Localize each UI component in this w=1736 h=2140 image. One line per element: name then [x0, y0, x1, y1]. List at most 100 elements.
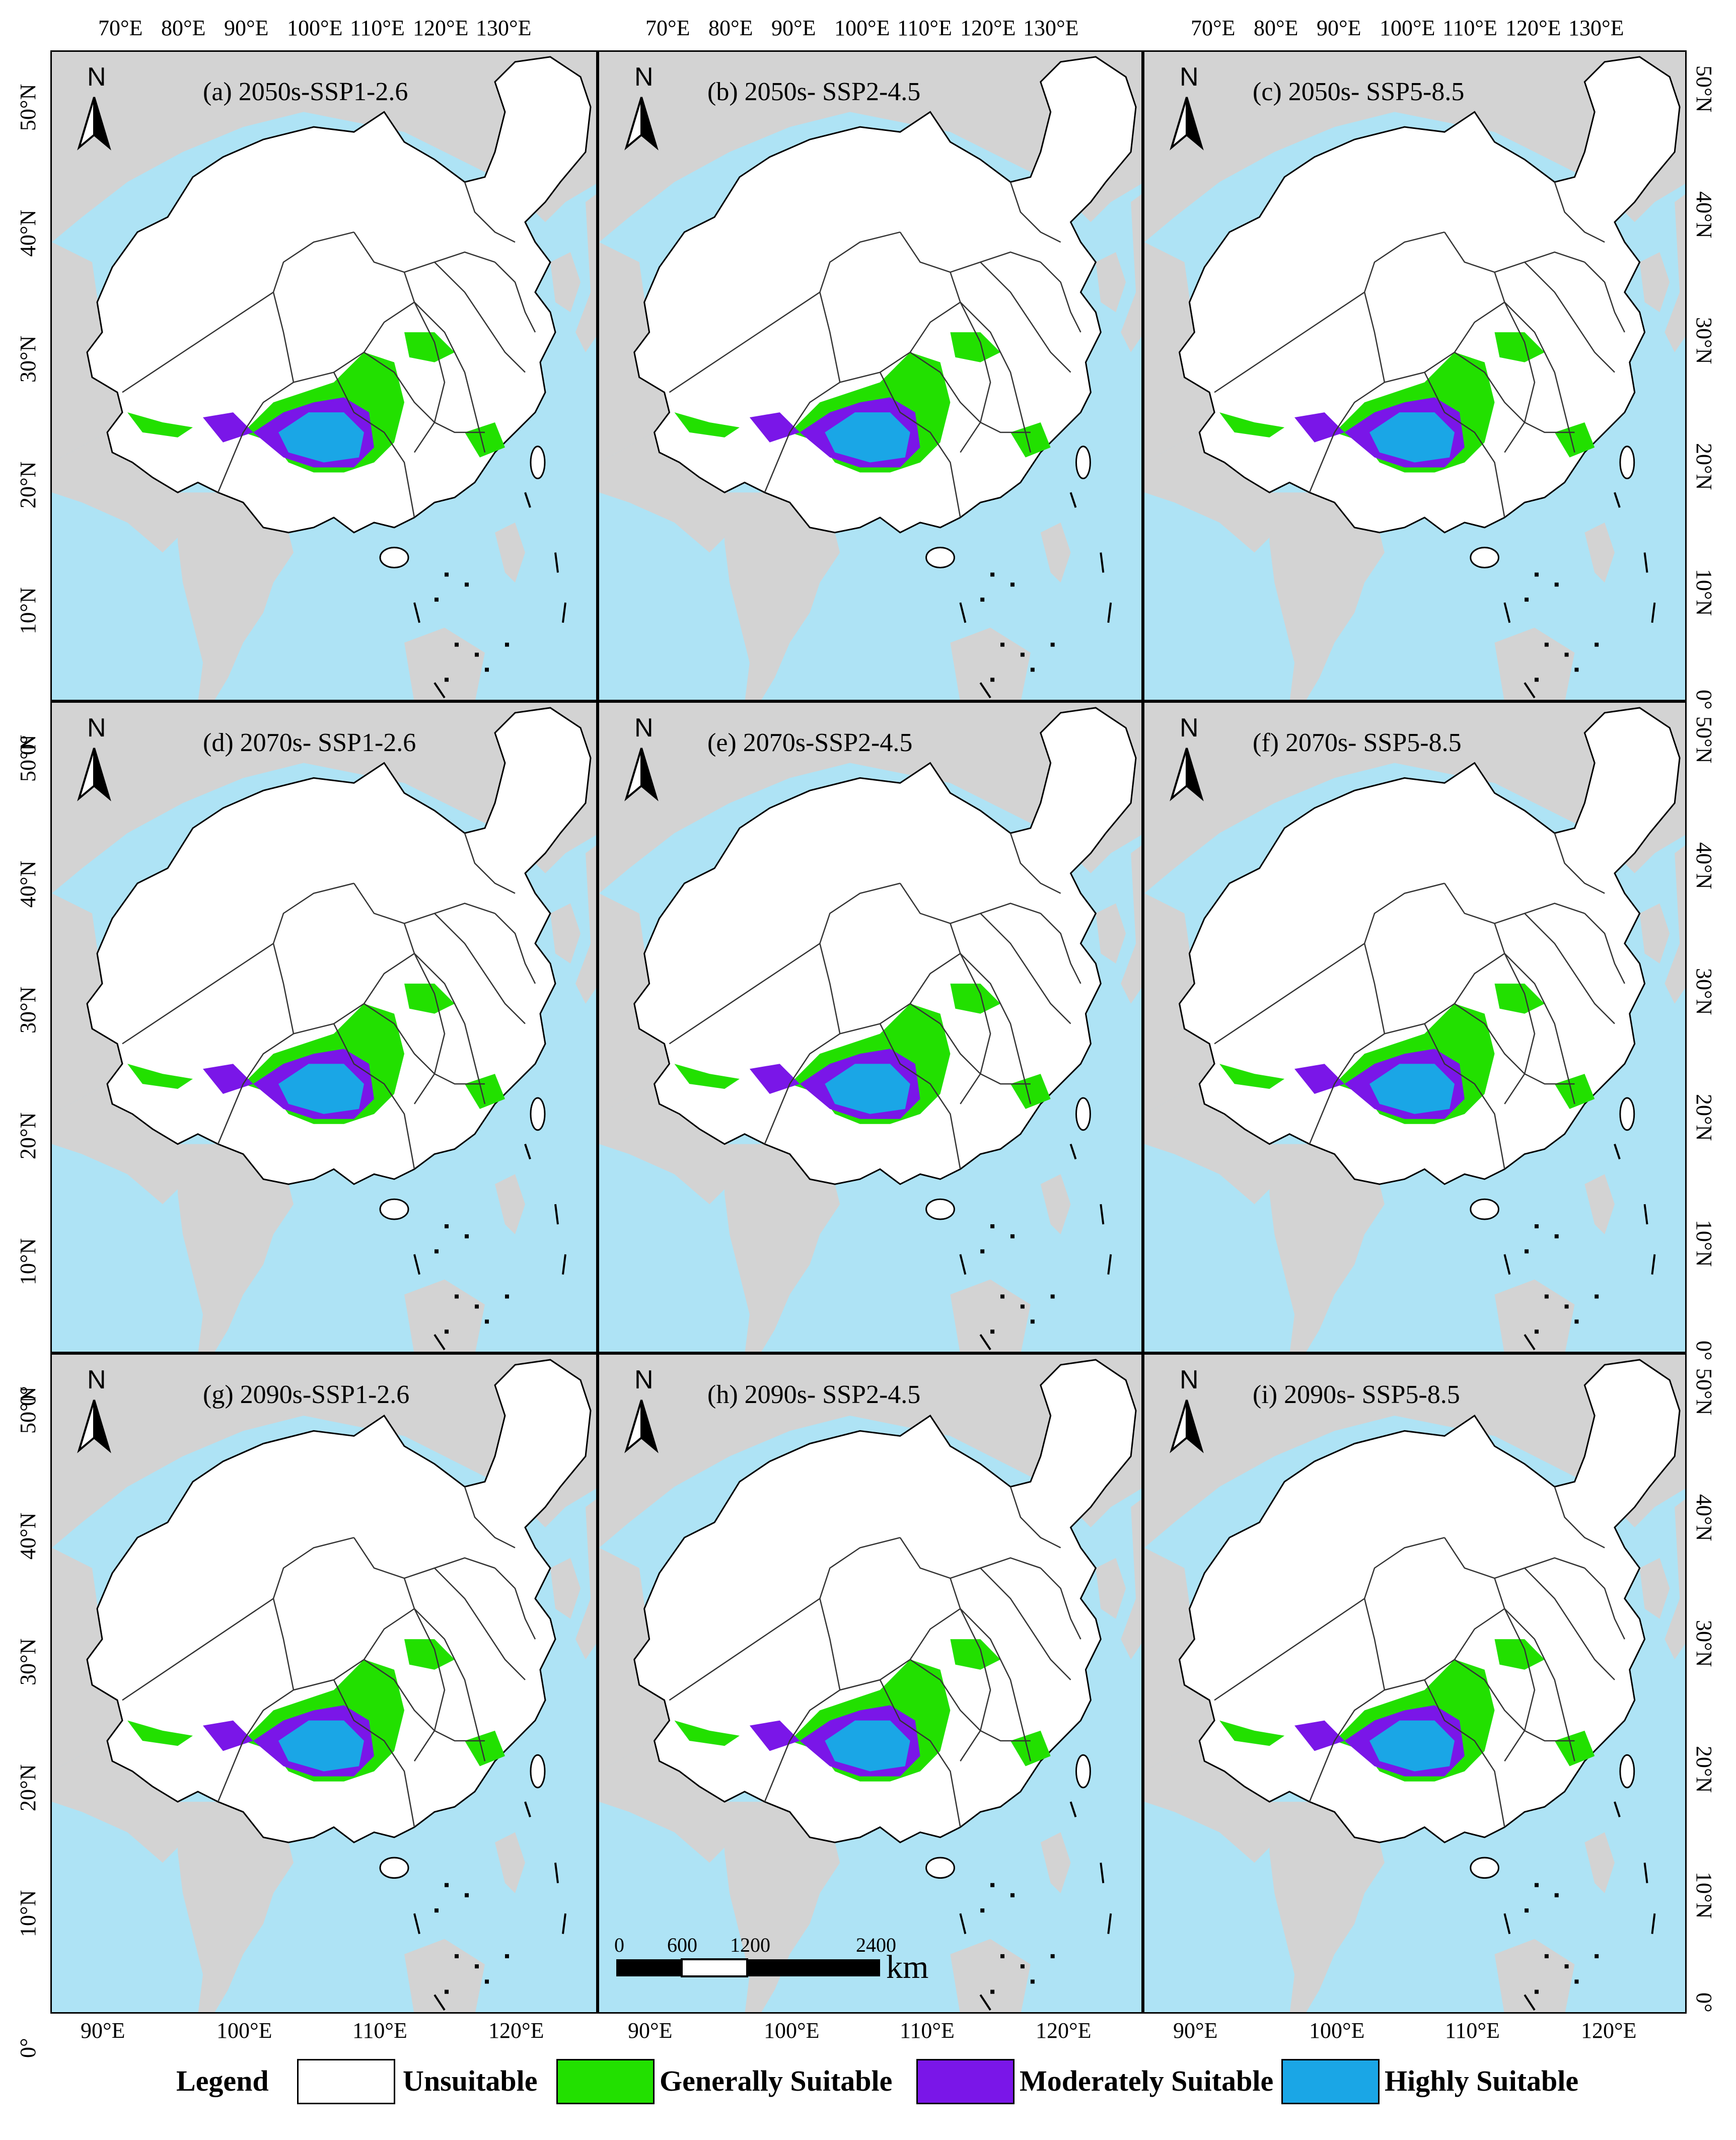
north-arrow-icon: N — [1165, 713, 1220, 808]
map-graphic — [52, 703, 596, 1352]
left-axis-label: 20°N — [16, 1764, 40, 1811]
bottom-axis-label: 90°E — [628, 2018, 673, 2043]
scale-tick-0: 0 — [614, 1934, 624, 1956]
north-arrow-icon: N — [1165, 62, 1220, 158]
top-axis-label: 130°E — [1023, 16, 1079, 40]
north-letter: N — [1180, 1365, 1199, 1394]
bottom-axis-label: 110°E — [900, 2018, 955, 2043]
top-axis-label: 120°E — [960, 16, 1016, 40]
left-axis-label: 40°N — [16, 1512, 40, 1560]
north-arrow-icon: N — [72, 713, 127, 808]
top-axis-label: 80°E — [1254, 16, 1298, 40]
left-axis-label: 10°N — [16, 587, 40, 634]
top-axis-label: 70°E — [98, 16, 143, 40]
panel-title: (b) 2050s- SSP2-4.5 — [707, 78, 921, 106]
legend-title: Legend — [176, 2064, 269, 2097]
scale-tick-1200: 1200 — [730, 1934, 770, 1956]
north-arrow-icon: N — [72, 62, 127, 158]
left-axis-label: 20°N — [16, 461, 40, 508]
top-axis-label: 100°E — [834, 16, 890, 40]
map-graphic — [599, 52, 1141, 700]
north-letter: N — [634, 1365, 654, 1394]
top-axis-label: 80°E — [161, 16, 206, 40]
right-axis-label: 10°N — [1692, 1872, 1716, 1919]
top-axis-label: 130°E — [476, 16, 532, 40]
right-axis-label: 0° — [1692, 1993, 1716, 2013]
left-axis-label: 10°N — [16, 1238, 40, 1285]
map-panel-a: N (a) 2050s-SSP1-2.6 — [50, 50, 598, 701]
map-graphic — [599, 1355, 1141, 2012]
right-axis-label: 30°N — [1692, 968, 1716, 1015]
panel-title: (h) 2090s- SSP2-4.5 — [707, 1380, 921, 1409]
right-axis-label: 50°N — [1692, 1368, 1716, 1416]
map-panel-d: N (d) 2070s- SSP1-2.6 — [50, 701, 598, 1353]
bottom-axis-label: 100°E — [216, 2018, 272, 2043]
scale-bar-graphic — [616, 1958, 880, 1977]
north-letter: N — [87, 1365, 106, 1394]
left-axis-label: 50°N — [16, 84, 40, 131]
left-axis-label: 50°N — [16, 734, 40, 782]
right-axis-label: 20°N — [1692, 1746, 1716, 1793]
map-panel-c: N (c) 2050s- SSP5-8.5 — [1143, 50, 1687, 701]
right-axis-label: 40°N — [1692, 191, 1716, 239]
north-arrow-icon: N — [619, 713, 675, 808]
panel-title: (g) 2090s-SSP1-2.6 — [203, 1380, 410, 1409]
legend-swatch-unsuitable — [297, 2059, 395, 2104]
legend-label-highly-suitable: Highly Suitable — [1385, 2064, 1579, 2097]
top-axis-label: 80°E — [708, 16, 753, 40]
map-graphic — [52, 1355, 596, 2012]
map-graphic — [599, 703, 1141, 1352]
top-axis-label: 90°E — [224, 16, 269, 40]
right-axis-label: 30°N — [1692, 1620, 1716, 1667]
bottom-axis-label: 120°E — [488, 2018, 544, 2043]
panel-title: (f) 2070s- SSP5-8.5 — [1253, 728, 1462, 757]
panel-title: (d) 2070s- SSP1-2.6 — [203, 728, 416, 757]
scale-tick-2400: 2400 — [856, 1934, 896, 1956]
right-axis-label: 10°N — [1692, 569, 1716, 616]
left-axis-label: 20°N — [16, 1112, 40, 1159]
north-letter: N — [634, 713, 654, 743]
left-axis-label: 10°N — [16, 1890, 40, 1937]
map-graphic — [1144, 1355, 1685, 2012]
legend-swatch-highly-suitable — [1281, 2059, 1380, 2104]
left-axis-label: 40°N — [16, 860, 40, 908]
top-axis-label: 100°E — [287, 16, 343, 40]
left-axis-label: 30°N — [16, 335, 40, 383]
scale-unit: km — [886, 1949, 929, 1985]
right-axis-label: 10°N — [1692, 1220, 1716, 1267]
legend: Legend Unsuitable Generally Suitable Mod… — [0, 2054, 1736, 2114]
north-arrow-icon: N — [72, 1365, 127, 1460]
top-axis-label: 100°E — [1380, 16, 1435, 40]
top-axis-label: 110°E — [350, 16, 405, 40]
legend-swatch-moderately-suitable — [916, 2059, 1015, 2104]
left-axis-label: 50°N — [16, 1386, 40, 1434]
legend-label-moderately-suitable: Moderately Suitable — [1020, 2064, 1274, 2097]
right-axis-label: 20°N — [1692, 1094, 1716, 1141]
right-axis-label: 30°N — [1692, 317, 1716, 364]
top-axis-label: 130°E — [1568, 16, 1624, 40]
top-axis-label: 120°E — [1505, 16, 1561, 40]
top-axis-label: 70°E — [645, 16, 690, 40]
right-axis-label: 40°N — [1692, 1494, 1716, 1541]
north-arrow-icon: N — [619, 1365, 675, 1460]
map-panel-e: N (e) 2070s-SSP2-4.5 — [598, 701, 1143, 1353]
top-axis-label: 90°E — [1317, 16, 1361, 40]
bottom-axis-label: 100°E — [764, 2018, 820, 2043]
map-panel-h: N (h) 2090s- SSP2-4.5 — [598, 1353, 1143, 2014]
bottom-axis-label: 120°E — [1036, 2018, 1092, 2043]
top-axis-label: 120°E — [413, 16, 469, 40]
bottom-axis-label: 120°E — [1581, 2018, 1637, 2043]
right-axis-label: 20°N — [1692, 443, 1716, 490]
north-letter: N — [1180, 62, 1199, 92]
map-graphic — [1144, 52, 1685, 700]
bottom-axis-label: 100°E — [1309, 2018, 1365, 2043]
north-letter: N — [634, 62, 654, 92]
right-axis-label: 50°N — [1692, 716, 1716, 764]
north-arrow-icon: N — [619, 62, 675, 158]
legend-label-unsuitable: Unsuitable — [403, 2064, 538, 2097]
north-letter: N — [87, 713, 106, 743]
right-axis-label: 0° — [1692, 690, 1716, 710]
north-letter: N — [87, 62, 106, 92]
top-axis-label: 110°E — [897, 16, 952, 40]
top-axis-label: 90°E — [771, 16, 816, 40]
